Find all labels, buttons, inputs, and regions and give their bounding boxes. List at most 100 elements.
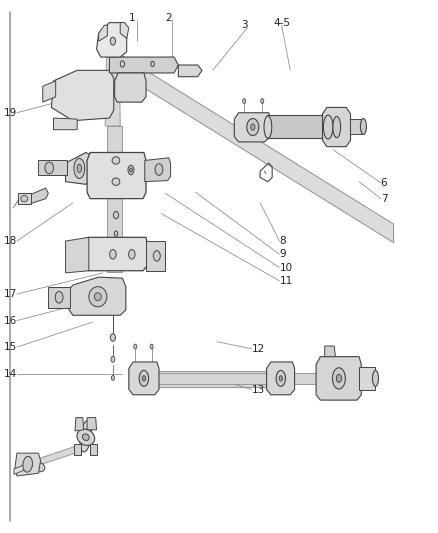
Ellipse shape xyxy=(139,370,148,386)
Polygon shape xyxy=(146,241,165,271)
Polygon shape xyxy=(234,113,271,142)
Polygon shape xyxy=(69,277,126,316)
Ellipse shape xyxy=(110,334,116,341)
Text: 3: 3 xyxy=(241,20,247,30)
Polygon shape xyxy=(350,119,364,134)
Polygon shape xyxy=(145,158,170,182)
Text: 18: 18 xyxy=(4,236,17,246)
Ellipse shape xyxy=(142,376,145,381)
Polygon shape xyxy=(267,362,295,395)
Ellipse shape xyxy=(32,462,45,472)
Polygon shape xyxy=(43,81,56,102)
Ellipse shape xyxy=(139,372,147,387)
Polygon shape xyxy=(18,193,31,204)
Text: 13: 13 xyxy=(251,384,265,394)
Ellipse shape xyxy=(45,162,53,174)
Text: 6: 6 xyxy=(381,177,387,188)
Ellipse shape xyxy=(151,61,154,67)
Ellipse shape xyxy=(130,168,132,172)
Polygon shape xyxy=(48,287,70,308)
Text: 8: 8 xyxy=(279,236,286,246)
Polygon shape xyxy=(96,22,127,57)
Text: 7: 7 xyxy=(381,193,387,204)
Ellipse shape xyxy=(372,370,378,386)
Ellipse shape xyxy=(323,115,333,139)
Text: 14: 14 xyxy=(4,369,17,378)
Ellipse shape xyxy=(129,249,135,259)
Text: 9: 9 xyxy=(279,249,286,260)
Polygon shape xyxy=(129,362,159,395)
Ellipse shape xyxy=(23,456,32,472)
Polygon shape xyxy=(30,188,48,204)
Polygon shape xyxy=(85,237,147,271)
Polygon shape xyxy=(66,152,92,184)
Polygon shape xyxy=(325,346,336,357)
Polygon shape xyxy=(316,357,361,400)
Ellipse shape xyxy=(95,293,101,301)
Ellipse shape xyxy=(80,421,92,452)
Ellipse shape xyxy=(74,158,85,179)
Ellipse shape xyxy=(276,370,286,386)
Polygon shape xyxy=(115,73,146,102)
Polygon shape xyxy=(157,373,318,384)
Polygon shape xyxy=(51,70,114,120)
Text: 16: 16 xyxy=(4,316,17,326)
Polygon shape xyxy=(15,453,41,476)
Ellipse shape xyxy=(110,37,116,45)
Polygon shape xyxy=(178,65,202,77)
Ellipse shape xyxy=(333,116,341,138)
Ellipse shape xyxy=(269,372,277,387)
Polygon shape xyxy=(14,462,32,474)
Ellipse shape xyxy=(153,251,160,261)
Text: 2: 2 xyxy=(166,13,172,23)
Ellipse shape xyxy=(110,249,116,259)
Ellipse shape xyxy=(247,118,259,135)
Ellipse shape xyxy=(251,124,255,130)
Polygon shape xyxy=(87,418,96,430)
Ellipse shape xyxy=(360,118,367,134)
Text: 15: 15 xyxy=(4,342,17,352)
Text: 11: 11 xyxy=(279,276,293,286)
Polygon shape xyxy=(110,57,178,73)
Ellipse shape xyxy=(332,368,345,389)
Polygon shape xyxy=(74,444,81,455)
Ellipse shape xyxy=(82,434,89,440)
Polygon shape xyxy=(105,54,120,126)
Ellipse shape xyxy=(77,164,81,173)
Polygon shape xyxy=(90,444,97,455)
Polygon shape xyxy=(53,118,77,130)
Ellipse shape xyxy=(113,212,119,219)
Ellipse shape xyxy=(150,344,153,349)
Text: 19: 19 xyxy=(4,108,17,118)
Ellipse shape xyxy=(243,99,246,103)
Ellipse shape xyxy=(261,99,264,103)
Ellipse shape xyxy=(279,376,283,381)
Ellipse shape xyxy=(128,165,134,175)
Ellipse shape xyxy=(111,357,115,362)
Ellipse shape xyxy=(111,375,114,380)
Polygon shape xyxy=(143,372,273,387)
Ellipse shape xyxy=(55,292,63,303)
Ellipse shape xyxy=(155,164,163,175)
Polygon shape xyxy=(120,22,129,38)
Ellipse shape xyxy=(112,178,120,185)
Text: 10: 10 xyxy=(279,263,293,272)
Ellipse shape xyxy=(89,287,107,307)
Polygon shape xyxy=(107,126,121,272)
Polygon shape xyxy=(359,367,375,390)
Polygon shape xyxy=(116,52,394,243)
Polygon shape xyxy=(75,418,84,431)
Ellipse shape xyxy=(120,61,124,67)
Polygon shape xyxy=(99,25,107,41)
Text: 4-5: 4-5 xyxy=(273,18,290,28)
Text: 12: 12 xyxy=(251,344,265,354)
Polygon shape xyxy=(87,152,146,199)
Ellipse shape xyxy=(336,374,342,382)
Polygon shape xyxy=(66,237,89,273)
Ellipse shape xyxy=(134,344,137,349)
Ellipse shape xyxy=(112,157,120,164)
Ellipse shape xyxy=(21,196,28,202)
Text: 17: 17 xyxy=(4,289,17,299)
Ellipse shape xyxy=(77,429,95,446)
Polygon shape xyxy=(322,108,350,147)
